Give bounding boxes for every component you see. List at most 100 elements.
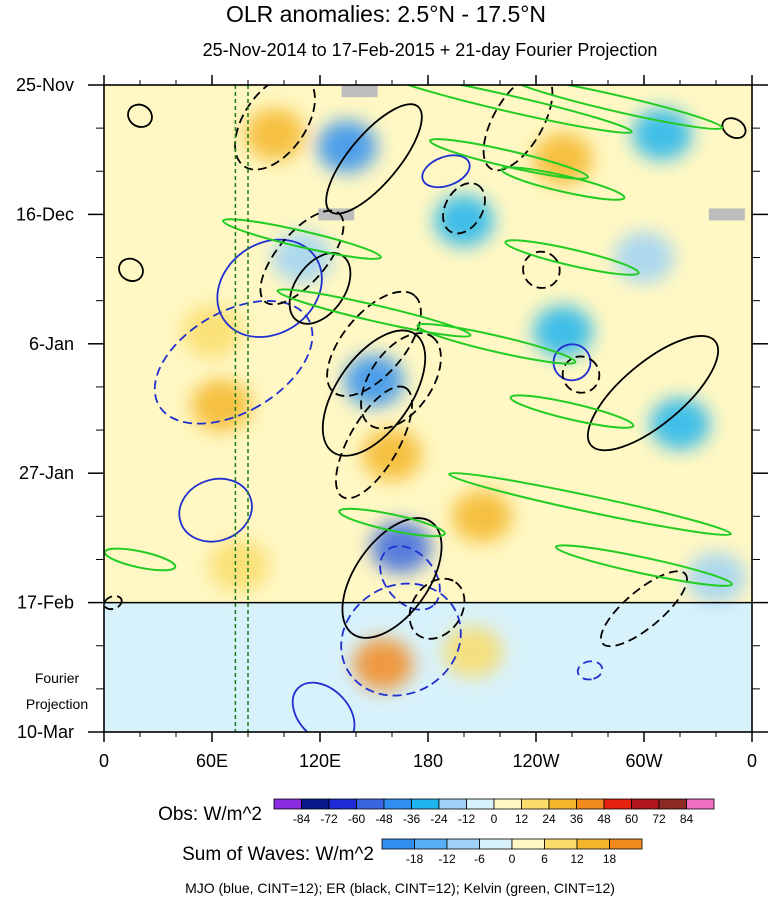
anomaly-region [155,644,215,697]
y-axis: 25-Nov 16-Dec 6-Jan 27-Jan 17-Feb 10-Mar [16,75,768,742]
anomaly-region [434,194,494,247]
obs-colorbar-swatch [603,798,632,810]
waves-colorbar-swatch [511,838,545,850]
anomaly-region [443,625,503,678]
waves-colorbar-label: Sum of Waves: W/m^2 [182,844,374,865]
kelvin-contour [338,507,446,538]
anomaly-region [452,490,512,543]
waves-colorbar-tick-label: 0 [509,852,516,866]
anomaly-region [128,219,188,272]
x-tick-label: 60W [625,751,662,771]
obs-colorbar-tick-label: -36 [403,812,421,826]
er-contour [259,209,345,306]
anomaly-region [209,539,269,592]
obs-colorbar-tick-label: 12 [515,812,529,826]
obs-colorbar-swatch [686,798,715,810]
waves-colorbar-swatch [544,838,578,850]
er-contour [482,85,554,172]
mjo-contour [340,582,462,697]
mjo-contour [216,238,323,338]
waves-colorbar-tick-label: 12 [570,852,584,866]
y-tick-label: 16-Dec [16,204,74,224]
anomaly-region [353,638,413,691]
kelvin-contour [276,288,472,338]
obs-colorbar-label: Obs: W/m^2 [158,804,262,825]
x-axis: 0 60E 120E 180 120W 60W 0 [99,75,757,771]
x-tick-label: 0 [99,751,109,771]
er-contour [408,577,466,640]
chart-title: OLR anomalies: 2.5°N - 17.5°N [226,1,546,27]
waves-colorbar-swatch [446,838,480,850]
obs-colorbar-swatch [631,798,660,810]
er-contour [335,385,413,500]
obs-colorbar-tick-label: 60 [625,812,639,826]
kelvin-contour [385,85,633,134]
er-contour [586,335,720,452]
waves-colorbar-tick-label: -18 [406,852,424,866]
kelvin-contour [509,394,635,429]
obs-colorbar-swatch [493,798,522,810]
anomaly-field [128,108,746,728]
er-contour [442,182,486,235]
kelvin-contour [510,85,724,131]
missing-data-patch [341,85,378,98]
obs-colorbar-tick-label: -12 [458,812,476,826]
obs-colorbar-tick-label: -84 [293,812,311,826]
anomaly-region [614,231,674,284]
er-contour [234,85,316,171]
x-tick-label: 60E [196,751,228,771]
obs-colorbar-tick-label: -72 [320,812,338,826]
waves-colorbar-swatch [609,838,643,850]
anomaly-region [272,675,332,728]
obs-colorbar-swatch [328,798,357,810]
waves-colorbar-tick-label: 6 [541,852,548,866]
er-contour [127,103,153,128]
waves-colorbar-tick-label: 18 [603,852,617,866]
anomaly-region [650,397,710,450]
plot-area [103,84,753,733]
obs-colorbar-swatch [658,798,687,810]
chart-subtitle: 25-Nov-2014 to 17-Feb-2015 + 21-day Four… [203,40,658,60]
anomaly-region [182,305,242,358]
obs-colorbar-swatch [356,798,385,810]
obs-colorbar-swatch [466,798,495,810]
obs-colorbar-tick-label: 72 [652,812,666,826]
mjo-contour [421,154,471,189]
kelvin-contour [448,472,732,536]
waves-colorbar: Sum of Waves: W/m^2 -18 -12 -6 0 6 12 18 [182,838,643,866]
waves-colorbar-tick-label: -12 [438,852,456,866]
obs-colorbar-tick-label: -24 [430,812,448,826]
anomaly-region [317,120,377,173]
x-tick-label: 120E [299,751,341,771]
mjo-contour [178,477,253,543]
er-contour [118,257,144,282]
waves-colorbar-swatch [414,838,448,850]
contours-legend: MJO (blue, CINT=12); ER (black, CINT=12)… [185,880,615,896]
obs-colorbar-swatch [521,798,550,810]
obs-colorbar-swatch [548,798,577,810]
obs-colorbar-swatch [273,798,302,810]
x-tick-label: 0 [747,751,757,771]
obs-colorbar-tick-label: 24 [542,812,556,826]
er-contour [600,570,688,648]
kelvin-contour [222,218,382,260]
reference-lines [234,85,249,732]
obs-colorbar-swatch [301,798,330,810]
obs-colorbar-tick-label: 84 [680,812,694,826]
anomaly-region [245,108,305,161]
mjo-contour [153,300,314,425]
anomaly-region [614,644,674,697]
er-contour [721,117,747,139]
anomaly-region [362,428,422,481]
y-tick-label: 27-Jan [19,463,74,483]
projection-label-line1: Fourier [35,670,80,686]
x-tick-label: 180 [413,751,443,771]
y-tick-label: 25-Nov [16,75,74,95]
kelvin-contour [500,166,626,201]
mjo-contour [291,681,356,732]
er-contour [522,250,561,289]
wave-contours [104,85,747,732]
obs-colorbar-swatch [438,798,467,810]
er-contour [104,595,123,611]
